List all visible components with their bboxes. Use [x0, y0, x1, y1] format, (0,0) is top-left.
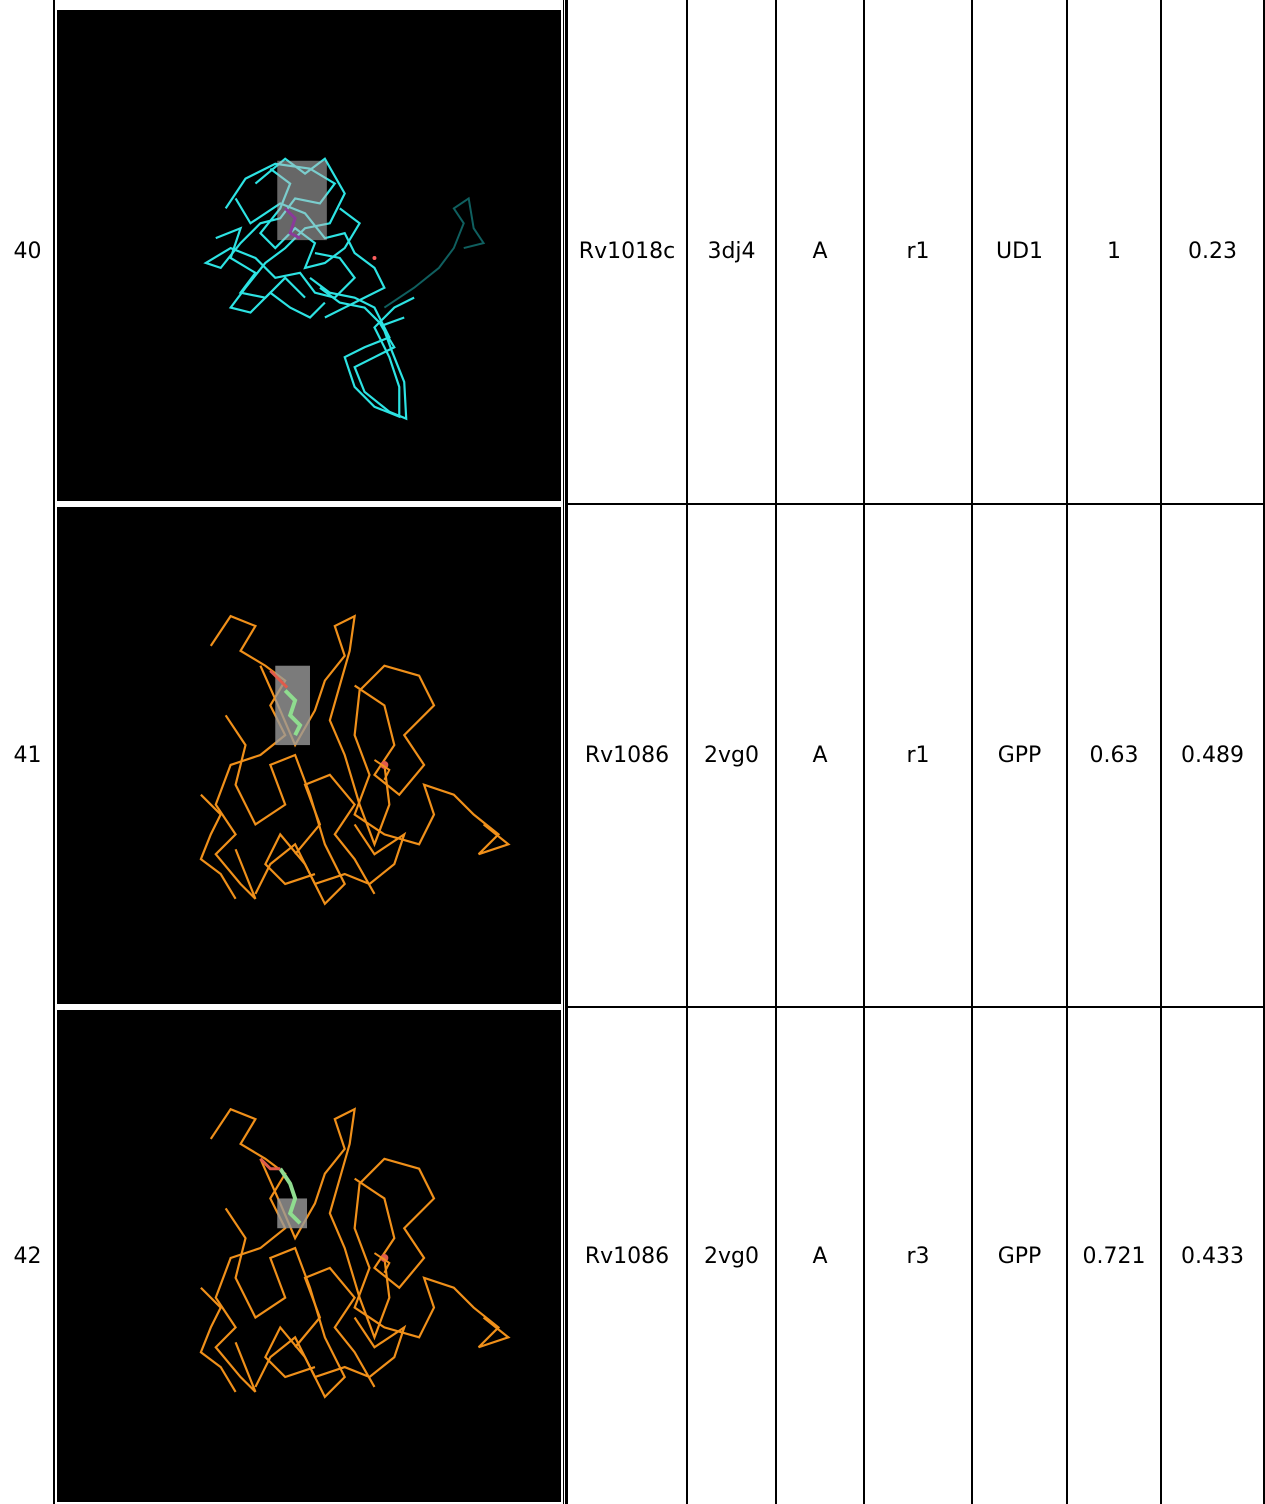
pdb-cell: 2vg0 [686, 505, 775, 1006]
gene-cell: Rv1086 [566, 1008, 686, 1504]
table-row: 42 [0, 1008, 1265, 1504]
site-cell: r1 [863, 505, 971, 1006]
ligand-cell: UD1 [971, 0, 1066, 503]
score1-cell: 0.63 [1066, 505, 1160, 1006]
chain-cell: A [775, 1008, 863, 1504]
row-divider [565, 503, 1265, 505]
pdb-cell: 3dj4 [686, 0, 775, 503]
structure-render [57, 1010, 561, 1502]
score2-cell: 0.489 [1160, 505, 1265, 1006]
structure-render [57, 507, 561, 1004]
ligand-cell: GPP [971, 1008, 1066, 1504]
score1-cell: 0.721 [1066, 1008, 1160, 1504]
pdb-cell: 2vg0 [686, 1008, 775, 1504]
protein-structure-image [55, 505, 563, 1006]
score1-cell: 1 [1066, 0, 1160, 503]
protein-structure-image [55, 1008, 563, 1504]
table-row: 41 [0, 505, 1265, 1006]
row-index: 42 [13, 1243, 42, 1269]
row-index: 40 [13, 239, 42, 264]
protein-structure-image [55, 8, 563, 503]
left-image-border [53, 0, 55, 1504]
site-cell: r1 [863, 0, 971, 503]
score2-cell: 0.23 [1160, 0, 1265, 503]
image-column-border [563, 0, 566, 1504]
row-index: 41 [13, 743, 42, 768]
site-cell: r3 [863, 1008, 971, 1504]
table-row: 40 [0, 0, 1265, 503]
gene-cell: Rv1086 [566, 505, 686, 1006]
gene-cell: Rv1018c [566, 0, 686, 503]
structure-render [57, 10, 561, 501]
score2-cell: 0.433 [1160, 1008, 1265, 1504]
ligand-cell: GPP [971, 505, 1066, 1006]
chain-cell: A [775, 505, 863, 1006]
row-divider [565, 1006, 1265, 1008]
chain-cell: A [775, 0, 863, 503]
